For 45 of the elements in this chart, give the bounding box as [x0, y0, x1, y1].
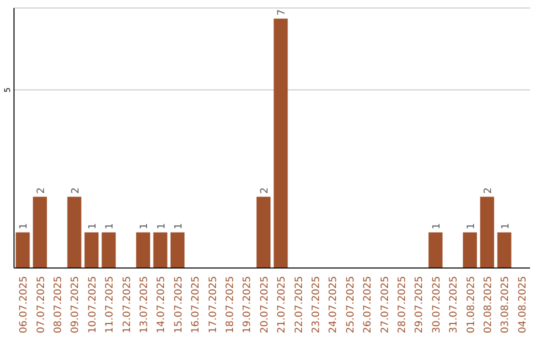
- x-tick-label: 02.08.2025: [483, 276, 494, 334]
- x-tick-label: 30.07.2025: [431, 276, 442, 334]
- x-tick-label: 01.08.2025: [466, 276, 477, 334]
- x-tick-label: 03.08.2025: [500, 276, 512, 334]
- x-tick-label: 13.07.2025: [139, 276, 150, 334]
- data-label: 1: [104, 223, 116, 230]
- x-tick-label: 27.07.2025: [380, 276, 391, 334]
- x-tick-label: 26.07.2025: [362, 276, 374, 334]
- data-label: 1: [500, 223, 512, 230]
- data-label: 1: [156, 223, 168, 230]
- x-tick-label: 09.07.2025: [70, 276, 82, 334]
- x-tick-label: 10.07.2025: [87, 276, 98, 334]
- y-tick-label: 5: [3, 87, 12, 92]
- x-tick-label: 28.07.2025: [397, 276, 408, 334]
- data-label: 2: [260, 187, 271, 194]
- data-label: 1: [174, 223, 185, 230]
- x-tick-label: 18.07.2025: [225, 276, 236, 334]
- data-label: 1: [432, 223, 443, 230]
- data-label: 1: [88, 223, 99, 230]
- data-label: 1: [18, 223, 30, 230]
- x-tick-label: 07.07.2025: [36, 276, 47, 334]
- x-tick-label: 22.07.2025: [294, 276, 305, 334]
- x-tick-label: 12.07.2025: [122, 276, 133, 334]
- x-tick-label: 16.07.2025: [190, 276, 202, 334]
- x-tick-label: 06.07.2025: [18, 276, 30, 334]
- x-tick-label: 21.07.2025: [276, 276, 288, 334]
- x-tick-label: 14.07.2025: [156, 276, 168, 334]
- x-tick-label: 04.08.2025: [517, 276, 528, 334]
- data-label: 2: [36, 187, 47, 194]
- x-tick-label: 19.07.2025: [242, 276, 254, 334]
- x-tick-label: 25.07.2025: [345, 276, 356, 334]
- x-tick-label: 17.07.2025: [208, 276, 219, 334]
- data-label: 2: [70, 187, 82, 194]
- data-label: 7: [276, 9, 288, 16]
- data-label: 2: [483, 187, 494, 194]
- x-tick-label: 23.07.2025: [311, 276, 322, 334]
- x-tick-label: 08.07.2025: [53, 276, 64, 334]
- data-label: 1: [139, 223, 150, 230]
- x-tick-label: 11.07.2025: [104, 276, 116, 334]
- x-tick-label: 29.07.2025: [414, 276, 426, 334]
- data-label: 1: [466, 223, 477, 230]
- x-tick-label: 15.07.2025: [173, 276, 184, 334]
- x-tick-label: 31.07.2025: [448, 276, 460, 334]
- x-tick-label: 24.07.2025: [328, 276, 340, 334]
- x-tick-label: 20.07.2025: [259, 276, 270, 334]
